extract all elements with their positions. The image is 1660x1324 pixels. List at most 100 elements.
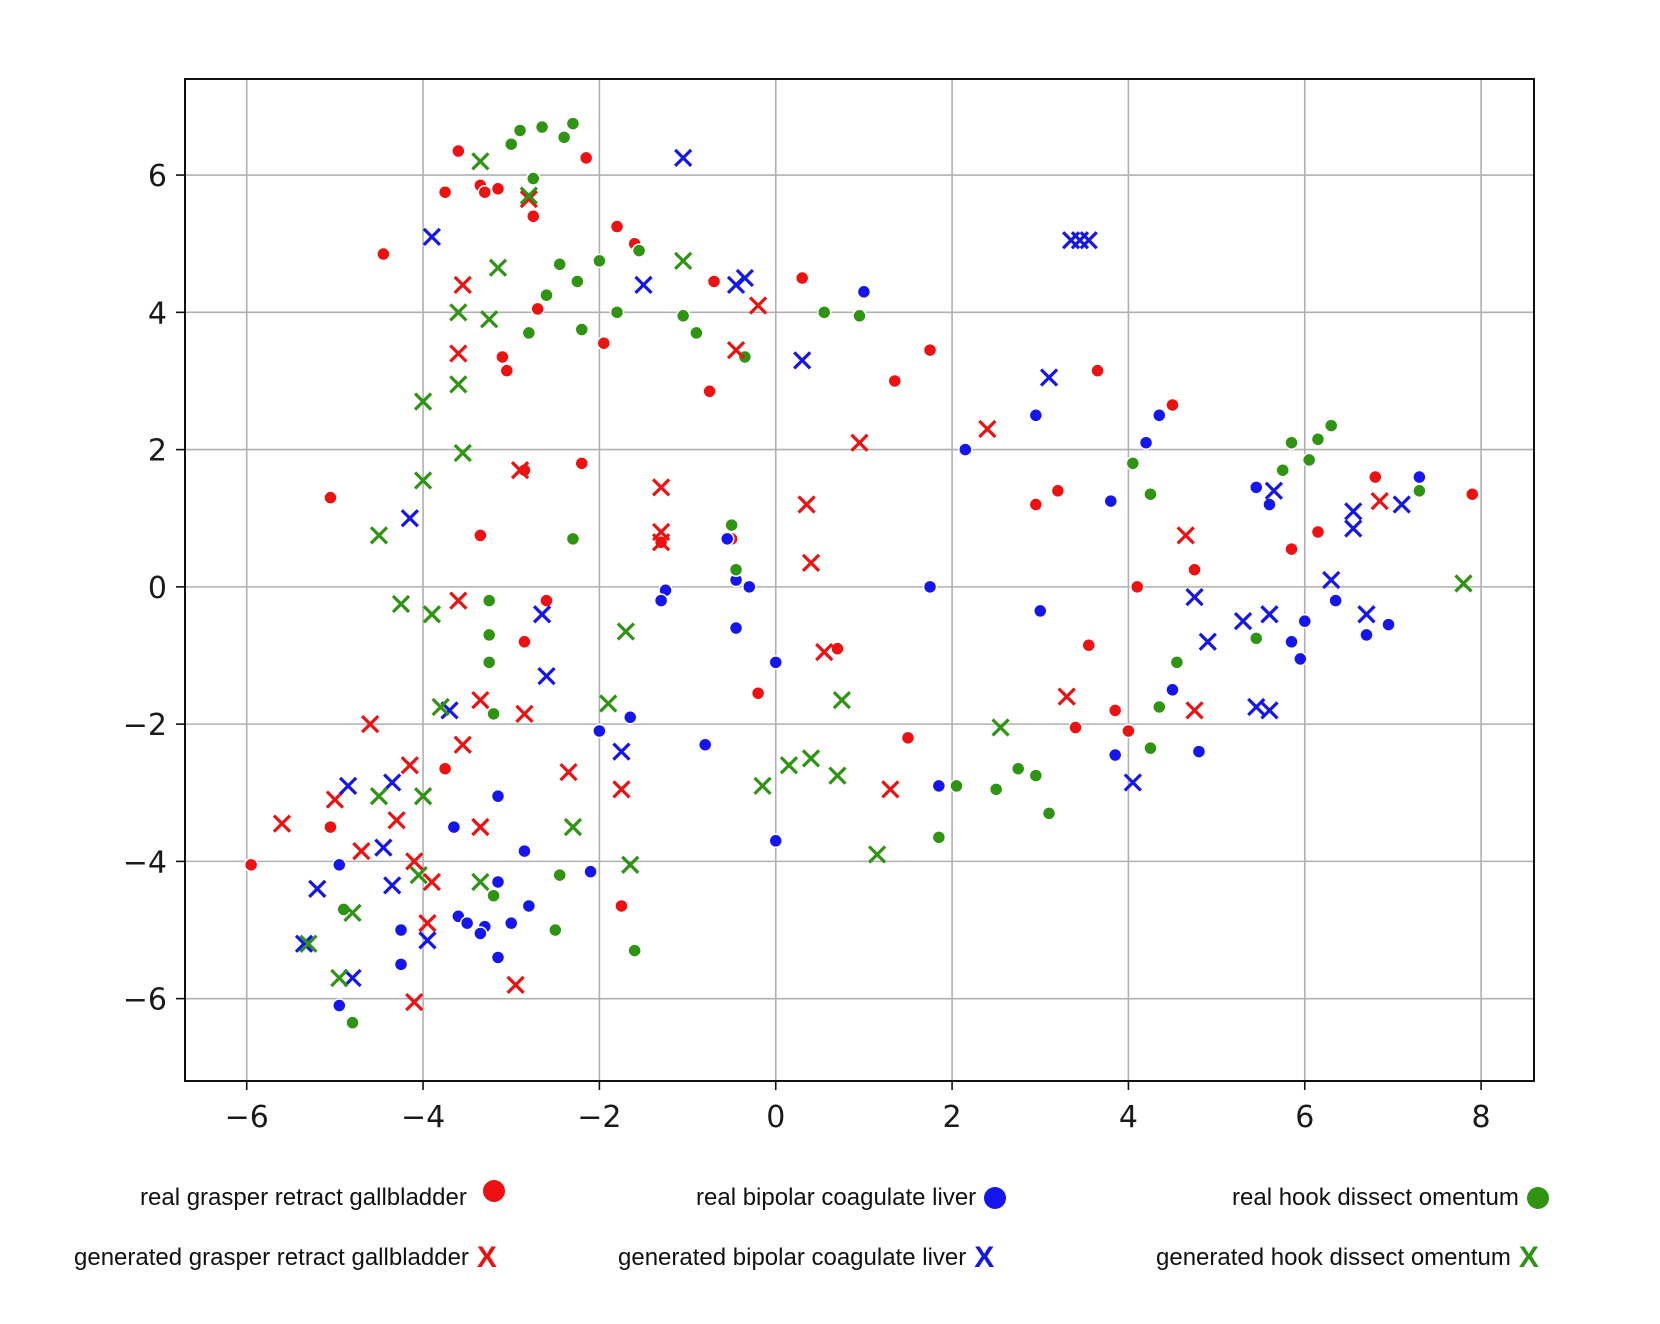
data-point-dot xyxy=(526,209,541,224)
data-point-x xyxy=(431,697,450,717)
series-real-grasper-retract-gallbladder xyxy=(243,143,1480,914)
series-generated-grasper-retract-gallbladder xyxy=(272,189,1389,1012)
data-point-x xyxy=(361,714,380,734)
y-tick-label: 0 xyxy=(148,571,167,606)
data-point-x xyxy=(1123,773,1142,792)
data-point-x xyxy=(1061,231,1081,250)
data-point-x xyxy=(422,227,442,246)
data-point-dot xyxy=(1284,634,1299,650)
data-point-dot xyxy=(548,922,563,938)
data-point-x xyxy=(537,666,556,686)
data-point-dot xyxy=(393,957,409,972)
data-point-dot xyxy=(1323,418,1339,433)
data-point-x xyxy=(612,742,631,761)
data-point-dot xyxy=(486,888,501,903)
legend-blue-dot-icon xyxy=(984,1187,1007,1209)
legend-label-real-bipolar: real bipolar coagulate liver xyxy=(696,1184,977,1211)
data-point-dot xyxy=(1262,497,1277,512)
data-point-x xyxy=(726,340,746,360)
data-point-dot xyxy=(1368,469,1383,485)
data-point-dot xyxy=(473,528,488,543)
data-point-dot xyxy=(614,898,629,914)
data-point-x xyxy=(978,419,997,439)
data-point-x xyxy=(1344,502,1363,521)
data-point-dot xyxy=(887,373,903,389)
data-point-dot xyxy=(931,830,947,845)
data-point-x xyxy=(299,934,318,953)
data-point-x xyxy=(1079,231,1098,250)
data-point-dot xyxy=(323,490,338,505)
data-point-dot xyxy=(332,857,347,873)
data-point-x xyxy=(338,776,358,796)
data-point-dot xyxy=(689,325,704,341)
data-point-x xyxy=(1344,519,1363,538)
data-point-dot xyxy=(596,335,612,351)
data-point-x xyxy=(418,914,437,933)
data-point-dot xyxy=(1165,682,1180,698)
data-point-dot xyxy=(490,181,506,197)
data-point-dot xyxy=(521,898,537,914)
y-tick-label: −2 xyxy=(123,708,167,743)
data-point-x xyxy=(330,968,349,988)
x-tick-label: 2 xyxy=(943,1100,962,1135)
data-point-dot xyxy=(631,243,647,258)
data-point-x xyxy=(1260,605,1279,624)
data-point-dot xyxy=(1103,493,1119,509)
data-point-x xyxy=(369,526,389,545)
data-point-dot xyxy=(830,641,845,656)
data-point-x xyxy=(488,258,508,277)
data-point-x xyxy=(343,903,362,922)
data-point-dot xyxy=(922,579,938,595)
data-point-dot xyxy=(376,246,391,262)
data-point-dot xyxy=(1143,740,1158,756)
data-point-dot xyxy=(609,305,625,320)
data-point-dot xyxy=(1328,593,1343,608)
data-point-x xyxy=(405,852,424,871)
x-tick-label: 0 xyxy=(766,1100,785,1135)
data-point-dot xyxy=(719,531,735,547)
data-point-x xyxy=(1198,632,1217,651)
data-point-dot xyxy=(530,301,545,317)
data-point-x xyxy=(374,838,393,857)
data-point-x xyxy=(413,392,433,411)
data-point-dot xyxy=(481,593,497,608)
data-point-x xyxy=(616,622,635,641)
y-tick-label: 2 xyxy=(148,434,167,469)
data-point-dot xyxy=(1191,744,1207,759)
data-point-dot xyxy=(1293,651,1308,667)
data-point-dot xyxy=(742,579,757,595)
data-point-x xyxy=(1454,574,1473,593)
data-point-dot xyxy=(552,867,567,883)
data-point-x xyxy=(726,275,746,295)
data-point-dot xyxy=(1121,723,1136,739)
data-point-dot xyxy=(503,136,519,152)
data-point-x xyxy=(449,591,468,610)
data-point-x xyxy=(674,148,693,168)
x-tick-label: −2 xyxy=(577,1100,621,1135)
data-point-dot xyxy=(1284,435,1299,450)
data-point-dot xyxy=(499,363,515,378)
data-point-x xyxy=(413,471,433,490)
data-point-x xyxy=(418,931,437,950)
data-point-dot xyxy=(1187,562,1202,577)
data-point-x xyxy=(779,756,799,775)
scatter-points xyxy=(243,116,1480,1030)
data-point-x xyxy=(449,344,468,363)
data-point-dot xyxy=(539,287,554,303)
data-point-x xyxy=(1322,570,1341,590)
data-point-dot xyxy=(922,342,938,358)
data-point-dot xyxy=(1081,637,1096,653)
legend-green-x-icon: X xyxy=(1518,1241,1539,1274)
data-point-dot xyxy=(856,284,872,300)
data-point-dot xyxy=(495,349,510,365)
data-point-x xyxy=(369,787,389,806)
data-point-dot xyxy=(900,730,916,746)
data-point-dot xyxy=(728,562,744,577)
data-point-dot xyxy=(446,819,462,835)
data-point-x xyxy=(453,443,472,463)
data-point-x xyxy=(519,189,538,209)
data-point-dot xyxy=(1412,469,1427,485)
data-point-x xyxy=(1260,701,1279,720)
x-tick-label: −4 xyxy=(401,1100,445,1135)
y-tick-label: −4 xyxy=(123,845,167,880)
